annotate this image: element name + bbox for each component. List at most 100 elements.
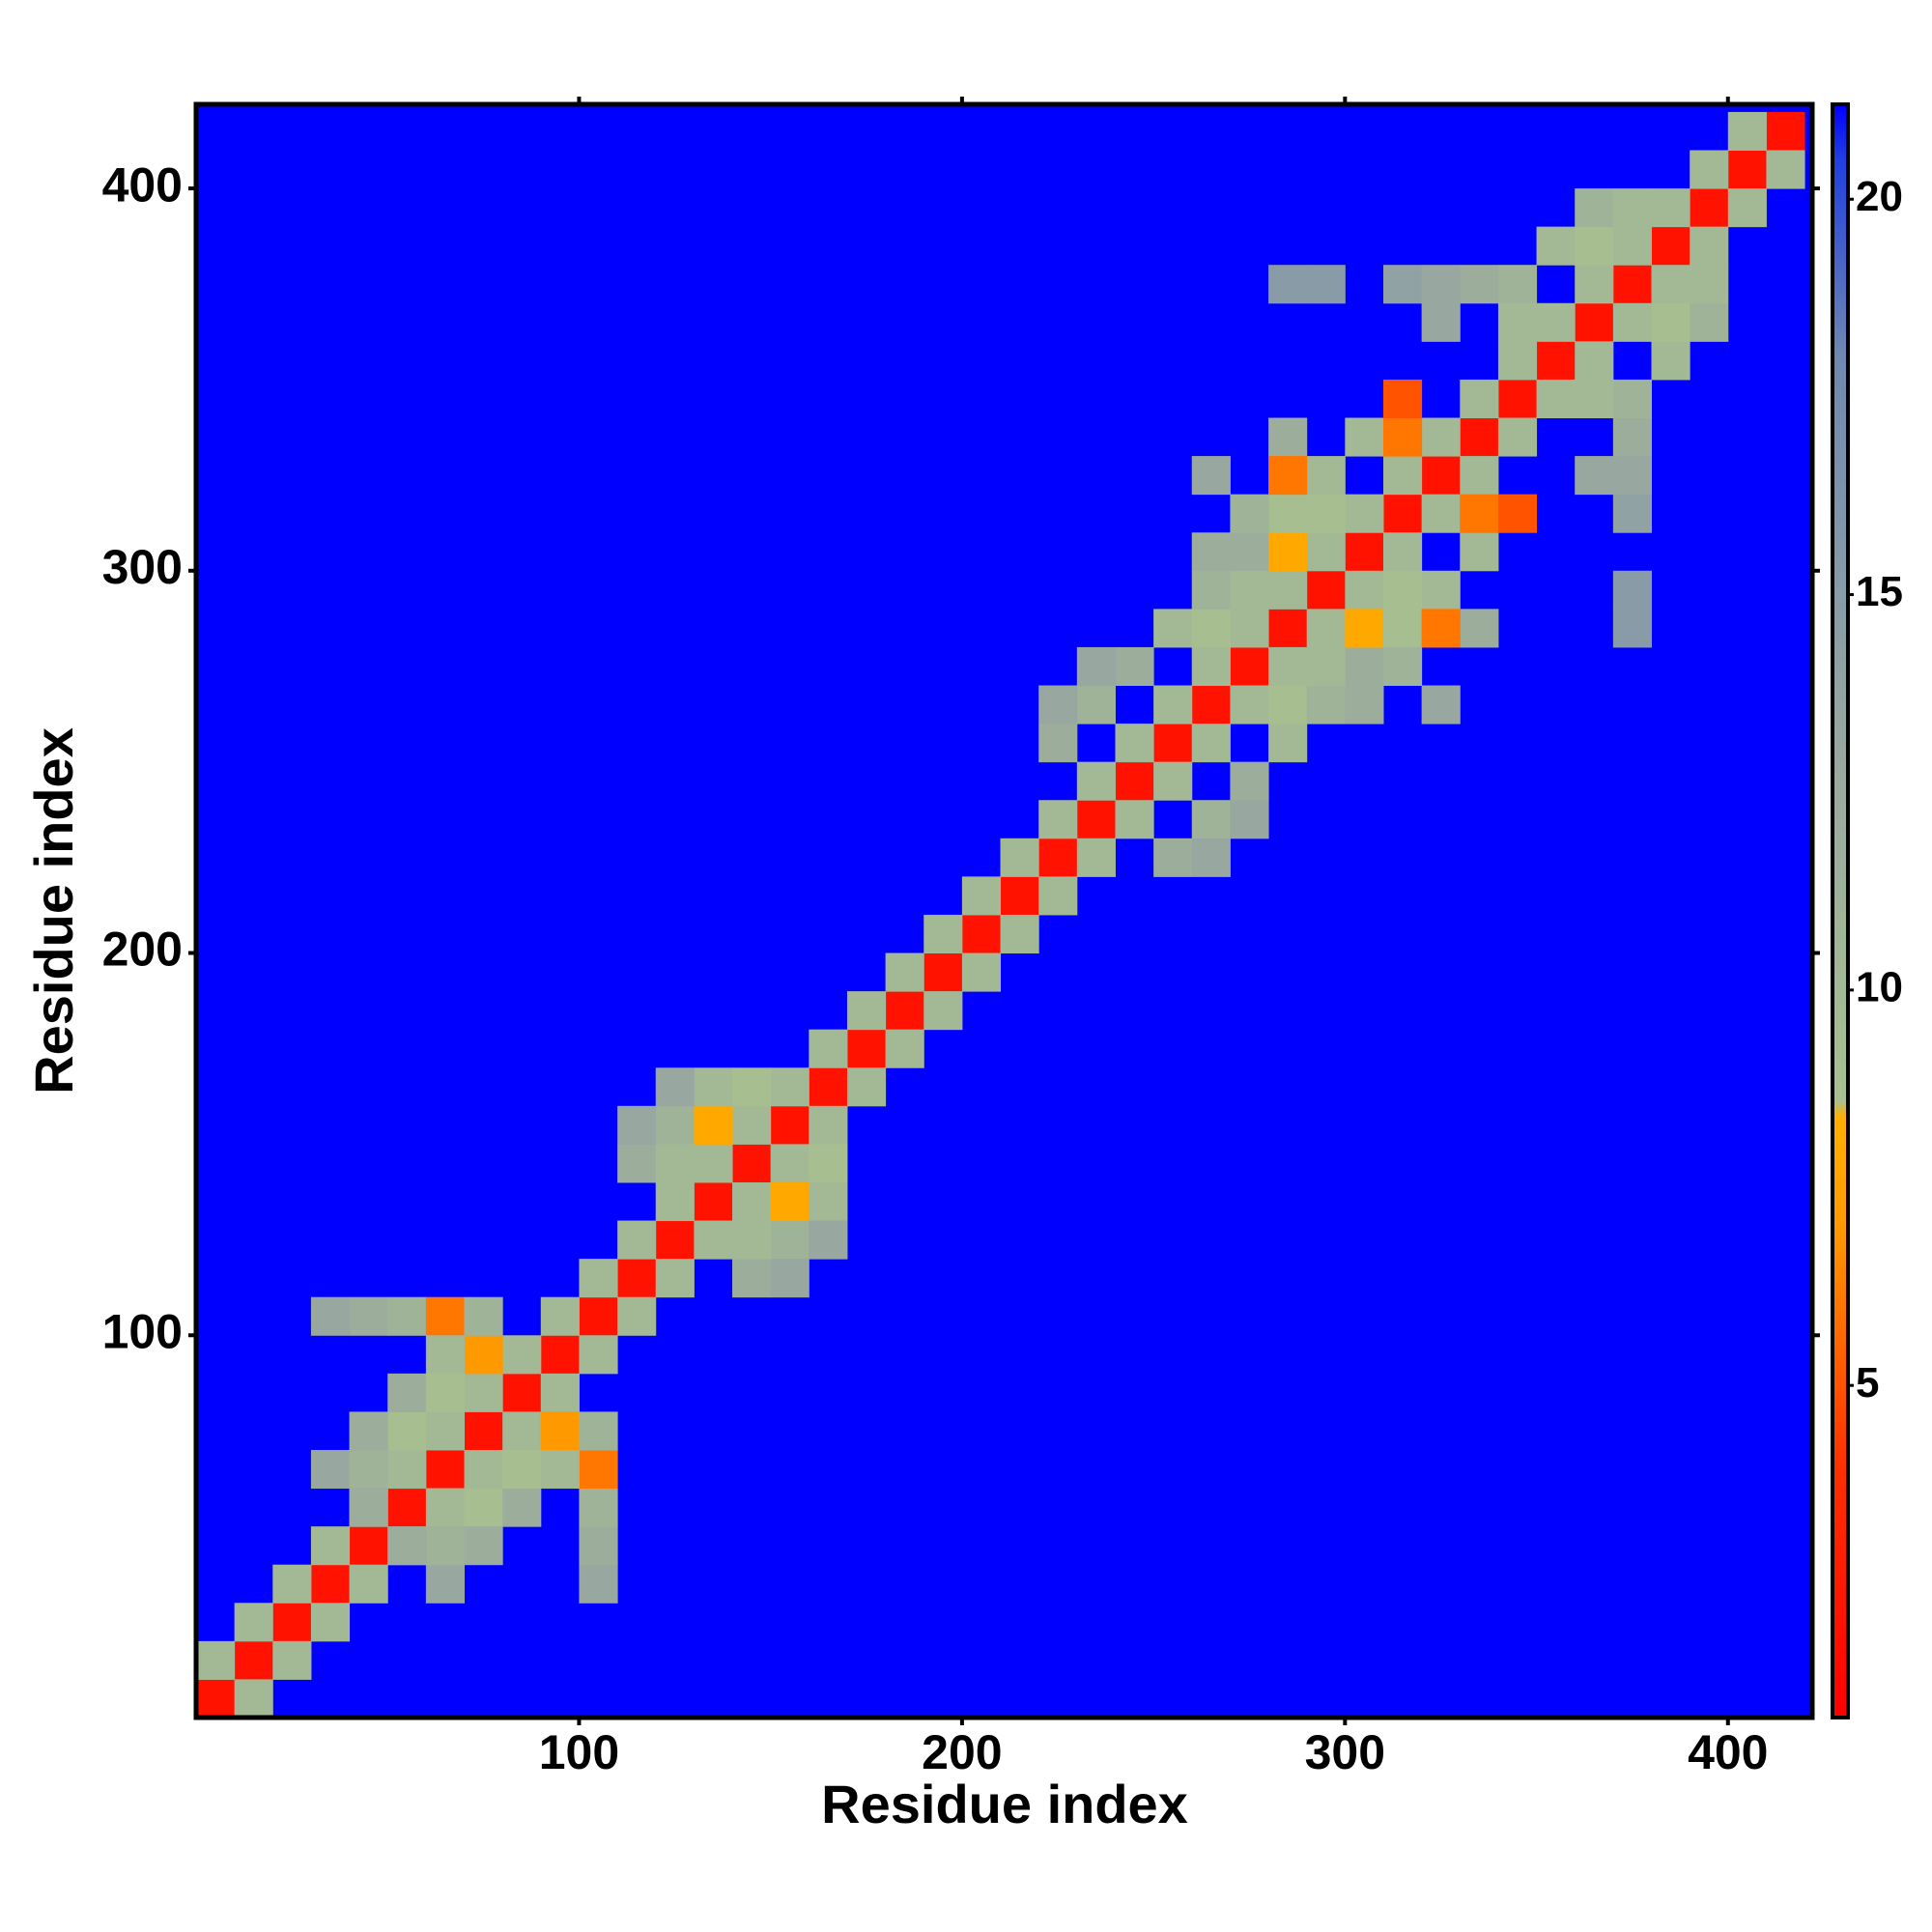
heatmap-cell [770, 1105, 810, 1145]
heatmap-cell [1115, 761, 1154, 801]
heatmap-cell [885, 991, 924, 1031]
heatmap-cell [425, 1373, 466, 1412]
y-axis-title: Residue index [23, 727, 84, 1094]
heatmap-cell [1382, 609, 1423, 648]
heatmap-cell [770, 1220, 810, 1260]
heatmap-cell [694, 1067, 733, 1107]
heatmap-cell [502, 1449, 542, 1490]
heatmap-cell [1268, 646, 1308, 687]
heatmap-cell [1690, 150, 1729, 189]
heatmap-cell [1497, 494, 1538, 533]
x-tick-label: 300 [1305, 1725, 1385, 1779]
heatmap-cell [1345, 417, 1384, 457]
heatmap-cell [617, 1220, 657, 1260]
heatmap-cell [579, 1411, 618, 1451]
heatmap-cell [655, 1105, 695, 1145]
heatmap-cell [1536, 302, 1576, 342]
heatmap-cell [579, 1449, 618, 1490]
heatmap-cell [310, 1526, 351, 1566]
heatmap-cell [579, 1564, 618, 1604]
heatmap-cell [1268, 570, 1308, 610]
heatmap-cell [1575, 188, 1614, 228]
heatmap-cell [387, 1526, 427, 1566]
heatmap-cell [1460, 494, 1499, 533]
heatmap-cell [272, 1564, 312, 1604]
heatmap-cell [234, 1603, 273, 1642]
heatmap-cell [961, 914, 1002, 954]
heatmap-cell [579, 1488, 618, 1527]
heatmap-cell [464, 1449, 503, 1490]
heatmap-cell [1306, 265, 1346, 304]
colorbar-tick-label: 5 [1856, 1359, 1879, 1406]
heatmap-cell [809, 1144, 848, 1183]
heatmap-cell [809, 1105, 848, 1145]
heatmap-cell [1191, 570, 1231, 610]
heatmap-cell [770, 1259, 810, 1298]
heatmap-cell [464, 1411, 503, 1451]
heatmap-cell [349, 1488, 388, 1527]
heatmap-cell [1651, 226, 1690, 266]
heatmap-cell [196, 1679, 236, 1718]
heatmap-cell [1268, 609, 1308, 648]
heatmap-cell [1191, 532, 1231, 572]
heatmap-cell [655, 1067, 695, 1107]
heatmap-cell [1651, 265, 1690, 304]
heatmap-cell [961, 876, 1002, 916]
heatmap-cell [1536, 379, 1576, 419]
heatmap-cell [846, 1029, 887, 1068]
heatmap-cell [1382, 456, 1423, 496]
heatmap-cell [1115, 646, 1154, 687]
heatmap-cell [1382, 417, 1423, 457]
heatmap-cell [579, 1259, 618, 1298]
heatmap-cell [1651, 188, 1690, 228]
heatmap-cell [1345, 646, 1384, 687]
heatmap-cell [425, 1335, 466, 1375]
heatmap-cell [1497, 265, 1538, 304]
heatmap-cell [923, 952, 963, 992]
heatmap-cell [425, 1564, 466, 1604]
heatmap-cell [1536, 226, 1576, 266]
x-tick-label: 100 [539, 1725, 619, 1779]
heatmap-cell [809, 1181, 848, 1222]
heatmap-cell [809, 1067, 848, 1107]
heatmap-cell [464, 1488, 503, 1527]
heatmap-cell [1153, 761, 1193, 801]
heatmap-cell [464, 1526, 503, 1566]
heatmap-cell [1690, 302, 1729, 342]
heatmap-cell [1421, 265, 1461, 304]
heatmap-cell [1230, 609, 1269, 648]
heatmap-cell [579, 1296, 618, 1336]
heatmap-cell [885, 1029, 924, 1068]
heatmap-cell [349, 1564, 388, 1604]
heatmap-cell [885, 952, 924, 992]
heatmap-cell [617, 1259, 657, 1298]
heatmap-cell [464, 1296, 503, 1336]
heatmap-cell [1268, 417, 1308, 457]
heatmap-cell [1651, 302, 1690, 342]
heatmap-cell [1268, 532, 1308, 572]
heatmap-cell [1421, 570, 1461, 610]
heatmap-cell [732, 1067, 772, 1107]
heatmap-cell [502, 1488, 542, 1527]
heatmap-cell [1612, 494, 1652, 533]
heatmap-cell [1382, 494, 1423, 533]
heatmap-cell [1230, 685, 1269, 724]
y-tick-label: 300 [102, 540, 183, 594]
heatmap-cell [1612, 417, 1652, 457]
heatmap-cell [1766, 150, 1805, 189]
heatmap-cell [502, 1411, 542, 1451]
heatmap-cell [1612, 570, 1652, 610]
heatmap-cell [540, 1449, 580, 1490]
heatmap-cell [1497, 379, 1538, 419]
heatmap-cell [1497, 417, 1538, 457]
heatmap-cell [1460, 265, 1499, 304]
heatmap-cell [770, 1067, 810, 1107]
x-tick-label: 200 [922, 1725, 1002, 1779]
heatmap-cell [425, 1488, 466, 1527]
heatmap-cell [694, 1144, 733, 1183]
heatmap-cell [579, 1335, 618, 1375]
heatmap-cell [1460, 379, 1499, 419]
colorbar-tick-label: 20 [1856, 173, 1903, 220]
heatmap-cell [1038, 724, 1078, 763]
